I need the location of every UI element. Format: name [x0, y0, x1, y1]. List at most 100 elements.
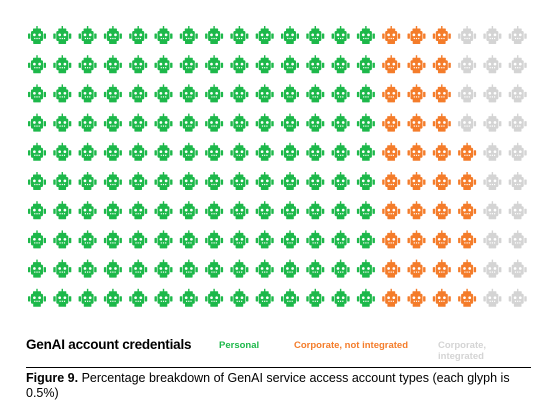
robot-glyph — [230, 84, 249, 103]
robot-glyph — [356, 142, 375, 161]
robot-glyph — [281, 259, 299, 278]
caption-text: Percentage breakdown of GenAI service ac… — [26, 371, 510, 400]
robot-glyph — [53, 288, 72, 307]
legend-item-corporate-integrated: Corporate, integrated — [438, 340, 487, 362]
robot-glyph — [28, 288, 46, 307]
robot-glyph — [154, 84, 173, 103]
robot-glyph — [331, 142, 350, 161]
robot-glyph — [483, 26, 502, 44]
robot-glyph — [458, 26, 477, 44]
robot-glyph — [281, 172, 299, 190]
legend-item-corporate-not-integrated: Corporate, not integrated — [294, 340, 409, 351]
robot-glyph — [382, 84, 401, 103]
robot-glyph — [432, 113, 451, 132]
robot-glyph — [78, 259, 97, 278]
robot-glyph — [230, 26, 249, 44]
robot-glyph — [407, 201, 426, 220]
robot-glyph — [508, 230, 527, 249]
robot-glyph — [508, 288, 527, 307]
robot-glyph — [331, 84, 350, 103]
robot-glyph — [255, 84, 274, 103]
robot-glyph — [103, 142, 122, 161]
robot-glyph — [129, 142, 148, 161]
robot-glyph — [129, 113, 148, 132]
robot-glyph — [230, 201, 249, 220]
robot-glyph — [306, 230, 325, 249]
robot-glyph — [281, 84, 299, 103]
robot-glyph — [255, 26, 274, 44]
robot-glyph — [432, 172, 451, 190]
robot-glyph — [432, 26, 451, 44]
robot-glyph — [129, 288, 148, 307]
robot-glyph — [179, 230, 198, 249]
robot-glyph — [356, 172, 375, 190]
robot-glyph — [179, 113, 198, 132]
robot-glyph — [458, 142, 477, 161]
robot-glyph — [432, 288, 451, 307]
robot-glyph — [432, 142, 451, 161]
robot-glyph — [53, 259, 72, 278]
legend-item-personal: Personal — [219, 340, 260, 351]
robot-glyph — [458, 259, 477, 278]
robot-glyph — [356, 26, 375, 44]
robot-glyph — [255, 113, 274, 132]
robot-glyph — [382, 259, 401, 278]
robot-glyph — [28, 259, 46, 278]
figure-caption: Figure 9. Percentage breakdown of GenAI … — [26, 371, 531, 401]
robot-glyph — [281, 55, 299, 74]
robot-glyph — [331, 201, 350, 220]
robot-glyph — [483, 55, 502, 74]
robot-glyph — [179, 142, 198, 161]
robot-glyph — [458, 288, 477, 307]
robot-glyph — [179, 259, 198, 278]
robot-glyph — [281, 288, 299, 307]
robot-glyph — [281, 201, 299, 220]
robot-glyph — [483, 259, 502, 278]
robot-glyph — [508, 201, 527, 220]
robot-glyph — [230, 288, 249, 307]
robot-glyph — [53, 84, 72, 103]
robot-glyph — [306, 259, 325, 278]
robot-glyph — [255, 259, 274, 278]
robot-glyph — [281, 142, 299, 161]
robot-glyph — [205, 201, 224, 220]
robot-glyph — [179, 55, 198, 74]
robot-glyph — [458, 201, 477, 220]
robot-glyph — [432, 259, 451, 278]
robot-glyph — [78, 172, 97, 190]
robot-glyph — [483, 172, 502, 190]
robot-glyph — [508, 55, 527, 74]
robot-glyph — [103, 259, 122, 278]
robot-glyph — [78, 26, 97, 44]
robot-glyph — [382, 55, 401, 74]
robot-glyph — [331, 55, 350, 74]
robot-glyph — [205, 84, 224, 103]
robot-glyph — [483, 84, 502, 103]
robot-glyph — [508, 259, 527, 278]
robot-glyph — [306, 113, 325, 132]
robot-glyph — [356, 84, 375, 103]
robot-glyph — [382, 26, 401, 44]
robot-glyph — [407, 26, 426, 44]
robot-glyph — [154, 113, 173, 132]
robot-glyph — [306, 84, 325, 103]
robot-glyph — [356, 113, 375, 132]
robot-glyph — [78, 230, 97, 249]
robot-glyph — [154, 288, 173, 307]
robot-glyph — [103, 230, 122, 249]
robot-glyph — [129, 26, 148, 44]
robot-glyph — [205, 113, 224, 132]
robot-glyph — [458, 172, 477, 190]
robot-glyph — [255, 201, 274, 220]
robot-glyph — [53, 230, 72, 249]
robot-glyph — [331, 113, 350, 132]
robot-glyph — [28, 26, 46, 44]
robot-glyph — [78, 201, 97, 220]
robot-glyph — [154, 55, 173, 74]
robot-glyph — [483, 113, 502, 132]
robot-glyph — [154, 230, 173, 249]
robot-glyph — [255, 288, 274, 307]
robot-glyph — [103, 26, 122, 44]
robot-glyph — [458, 113, 477, 132]
robot-glyph — [255, 172, 274, 190]
